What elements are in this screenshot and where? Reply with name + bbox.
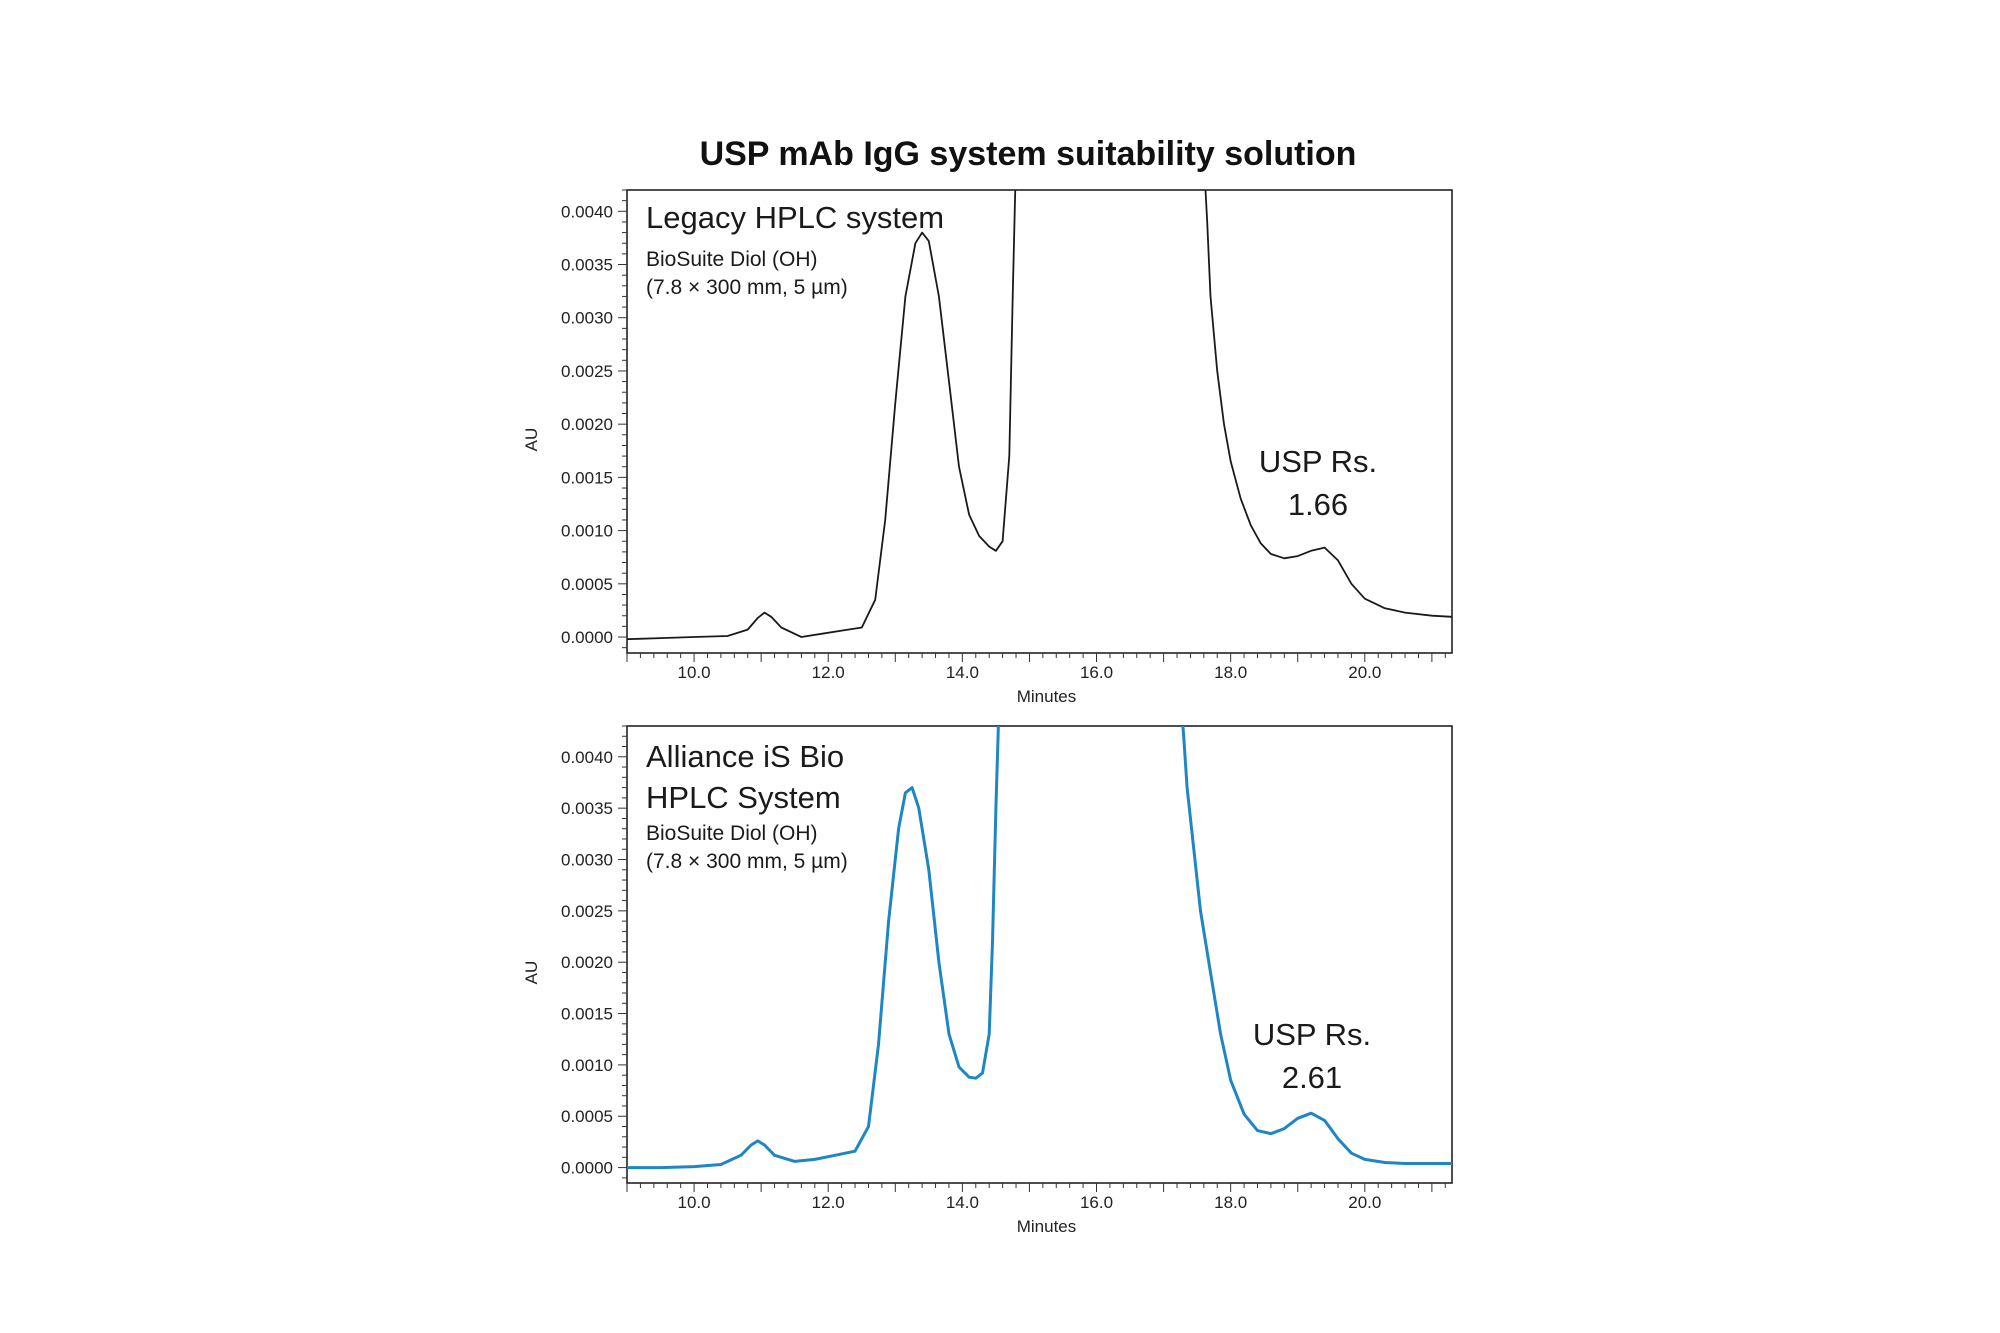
x-tick-label: 20.0 — [1348, 663, 1381, 682]
y-tick-label: 0.0035 — [561, 256, 613, 275]
column-description: (7.8 × 300 mm, 5 µm) — [646, 276, 848, 299]
y-tick-label: 0.0010 — [561, 1056, 613, 1075]
y-tick-label: 0.0040 — [561, 748, 613, 767]
y-tick-label: 0.0015 — [561, 468, 613, 487]
x-tick-label: 18.0 — [1214, 1193, 1247, 1212]
y-tick-label: 0.0040 — [561, 202, 613, 221]
x-tick-label: 10.0 — [678, 1193, 711, 1212]
y-tick-label: 0.0030 — [561, 309, 613, 328]
x-axis-label: Minutes — [1017, 1217, 1077, 1236]
panel-title: Alliance iS Bio — [646, 739, 844, 774]
column-description: BioSuite Diol (OH) — [646, 822, 818, 845]
resolution-annotation: USP Rs. — [1253, 1017, 1371, 1052]
x-tick-label: 12.0 — [812, 663, 845, 682]
chart-panel-legacy-hplc: 10.0 12.0 14.0 16.0 18.0 20.0 0.0000 0.0005 0.00… — [522, 189, 1453, 706]
resolution-annotation: 1.66 — [1288, 487, 1348, 522]
x-tick-label: 20.0 — [1348, 1193, 1381, 1212]
y-tick-label: 0.0025 — [561, 902, 613, 921]
column-description: (7.8 × 300 mm, 5 µm) — [646, 850, 848, 873]
x-axis-label: Minutes — [1017, 687, 1077, 706]
chromatogram-trace — [627, 726, 1452, 1170]
y-tick-label: 0.0025 — [561, 362, 613, 381]
plot-frame — [626, 725, 1453, 1184]
column-description: BioSuite Diol (OH) — [646, 248, 818, 271]
panel-title: Legacy HPLC system — [646, 200, 944, 235]
y-tick-label: 0.0030 — [561, 851, 613, 870]
y-tick-label: 0.0020 — [561, 415, 613, 434]
y-axis-label: AU — [522, 428, 541, 452]
x-tick-label: 16.0 — [1080, 1193, 1113, 1212]
y-tick-label: 0.0010 — [561, 522, 613, 541]
plot-frame — [626, 189, 1453, 654]
y-tick-label: 0.0005 — [561, 575, 613, 594]
y-tick-label: 0.0000 — [561, 1159, 613, 1178]
figure-title: USP mAb IgG system suitability solution — [700, 135, 1357, 173]
x-tick-label: 10.0 — [678, 663, 711, 682]
y-tick-label: 0.0020 — [561, 953, 613, 972]
x-tick-label: 14.0 — [946, 663, 979, 682]
y-tick-label: 0.0035 — [561, 799, 613, 818]
y-axis-label: AU — [522, 961, 541, 985]
y-tick-label: 0.0015 — [561, 1005, 613, 1024]
x-tick-label: 16.0 — [1080, 663, 1113, 682]
chromatogram-trace — [627, 190, 1452, 641]
chart-panel-alliance-is-bio: 10.0 12.0 14.0 16.0 18.0 20.0 0.0000 0.0005 0.00… — [522, 725, 1453, 1236]
y-tick-label: 0.0005 — [561, 1107, 613, 1126]
panel-title: HPLC System — [646, 780, 841, 815]
x-tick-label: 12.0 — [812, 1193, 845, 1212]
x-tick-label: 14.0 — [946, 1193, 979, 1212]
resolution-annotation: USP Rs. — [1259, 444, 1377, 479]
resolution-annotation: 2.61 — [1282, 1060, 1342, 1095]
y-tick-label: 0.0000 — [561, 628, 613, 647]
x-tick-label: 18.0 — [1214, 663, 1247, 682]
